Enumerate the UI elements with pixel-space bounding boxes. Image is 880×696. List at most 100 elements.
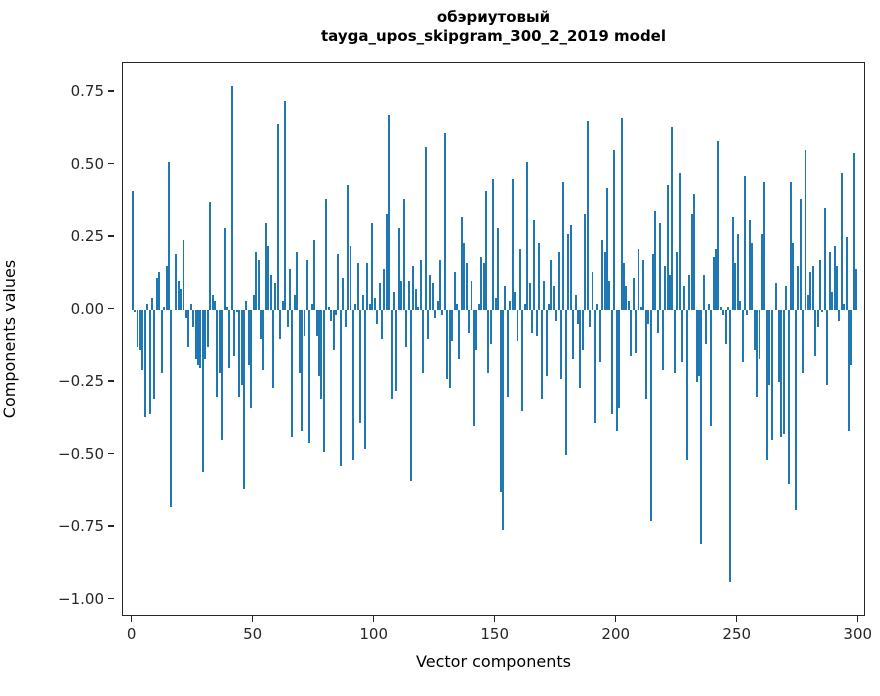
bar [637,248,640,310]
bar [274,283,277,310]
bar [463,242,466,310]
bar [426,309,429,339]
bar [395,309,398,391]
bar [564,309,567,455]
bar [390,309,393,400]
bar [775,283,778,310]
bar [743,176,746,310]
bar [165,266,168,310]
chart-title: обэриутовый tayga_upos_skipgram_300_2_20… [122,8,865,46]
bar [465,263,468,310]
bar [516,309,519,342]
bar [482,263,485,310]
bar [291,309,294,438]
bar [765,309,768,461]
bar [477,303,480,310]
bar [610,309,613,414]
bar [741,309,744,362]
bar [567,234,570,310]
bar [364,309,366,449]
bar [344,309,347,327]
bar [540,309,543,400]
bar [455,303,458,310]
bar [753,309,756,351]
bar [526,161,529,310]
bar [615,309,618,432]
bar [211,295,214,310]
bar [521,309,524,412]
bar [589,309,592,327]
bar [596,303,599,310]
bar [410,309,412,481]
bar [238,309,241,397]
bar [146,303,149,310]
bar [269,274,272,310]
bar [574,295,577,310]
bar [572,309,575,359]
bar [581,309,584,351]
bar [458,309,461,359]
bar [666,184,669,310]
bar [136,309,139,348]
bar [724,309,727,345]
bar [443,132,446,310]
bar [601,239,604,310]
bar [134,309,137,313]
bar [315,309,318,336]
x-tick-mark [494,616,496,622]
bar [446,309,449,380]
bar [201,309,204,472]
bar [763,181,766,310]
bar [673,309,676,374]
bar [182,239,185,310]
y-axis-tick-labels: 0.75 0.50 0.25 0.00 −0.25 −0.50 −0.75 −1.00 [0,62,114,616]
bar [334,309,337,316]
bar [702,274,705,310]
bar [451,309,454,342]
bar [378,283,381,310]
bar [310,303,313,310]
bar [180,289,183,310]
bar [579,309,582,388]
bar [489,309,492,345]
bar [523,303,526,310]
bar [359,309,362,423]
x-tick-mark [615,616,617,622]
bar [768,309,771,385]
bar [356,263,359,310]
bar [625,286,628,310]
bar [823,208,826,310]
bar [441,309,444,316]
bar [153,309,156,400]
bar [535,309,538,336]
bar [821,309,824,313]
bar [613,150,616,310]
y-tick-label: −0.75 [58,517,104,536]
bar [209,202,212,310]
bar [843,303,846,310]
chart-title-line-1: обэриутовый [436,8,551,26]
bar [223,228,226,310]
bar [158,271,161,310]
bar [652,254,654,310]
bar [671,126,674,310]
bar [668,274,671,310]
bar [809,271,812,310]
bar [664,266,667,310]
bar [361,295,364,310]
bar [187,309,190,348]
bar [434,309,437,319]
bar [189,303,192,310]
bar [342,277,345,310]
x-tick-label: 300 [843,625,873,643]
bar [852,152,855,310]
bar [569,225,572,310]
bar [635,309,638,354]
bar [213,300,216,310]
bar [320,309,323,400]
bar [349,245,352,310]
bar [794,309,797,510]
bar [647,309,650,325]
bar [797,266,800,310]
